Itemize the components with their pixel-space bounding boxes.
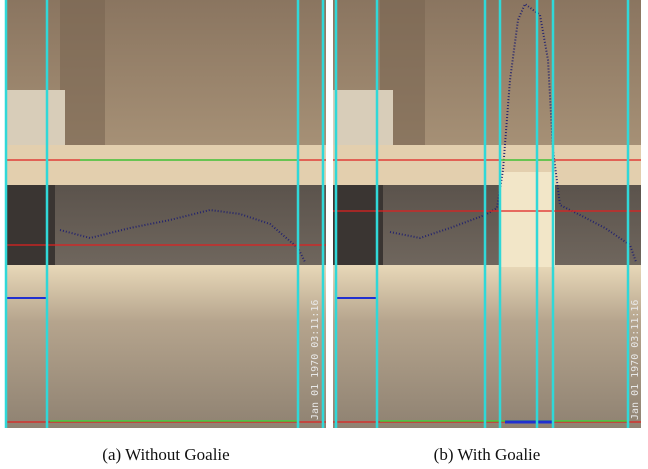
figure-svg: Jan 01 1970 03:11:16 Jan 01 1970 03:11:1… xyxy=(0,0,648,469)
goalie xyxy=(500,172,555,267)
timestamp: Jan 01 1970 03:11:16 xyxy=(310,300,321,420)
light-strip xyxy=(333,145,641,187)
timestamp: Jan 01 1970 03:11:16 xyxy=(630,300,641,420)
caption: (b) With Goalie xyxy=(434,445,541,464)
caption: (a) Without Goalie xyxy=(102,445,229,464)
panel-a: Jan 01 1970 03:11:16 xyxy=(5,0,326,428)
shelf xyxy=(5,90,65,145)
figure: Jan 01 1970 03:11:16 Jan 01 1970 03:11:1… xyxy=(0,0,648,469)
dark-corner xyxy=(333,185,383,265)
panel-b: Jan 01 1970 03:11:16 xyxy=(333,0,641,428)
floor xyxy=(5,265,326,428)
light-strip xyxy=(5,145,326,187)
shelf xyxy=(333,90,393,145)
floor xyxy=(333,265,641,428)
